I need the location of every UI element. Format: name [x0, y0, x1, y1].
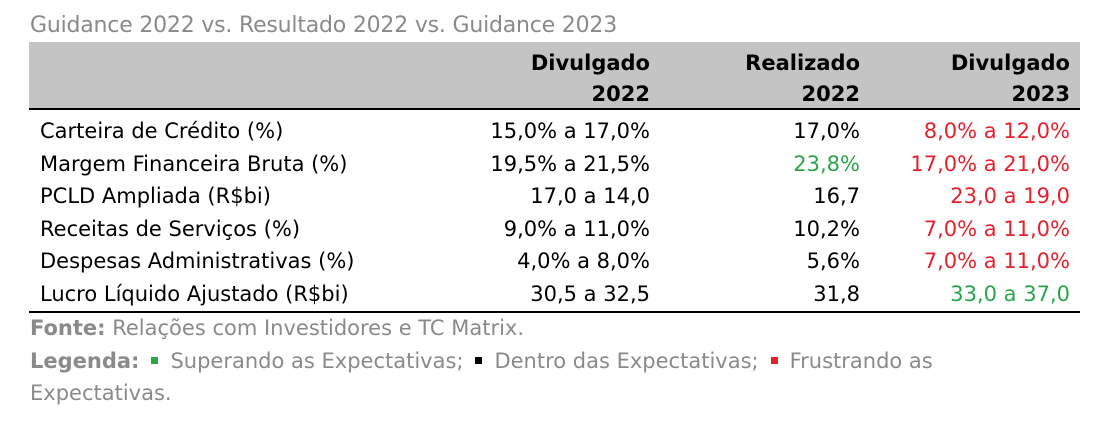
cell-divulgado-2022: 4,0% a 8,0%: [517, 249, 650, 273]
cell-divulgado-2023: 8,0% a 12,0%: [923, 119, 1070, 143]
row-label: Lucro Líquido Ajustado (R$bi): [40, 281, 349, 306]
row-label: Carteira de Crédito (%): [40, 119, 284, 143]
table-row: Margem Financeira Bruta (%) 19,5% a 21,5%…: [29, 147, 1080, 180]
source-note: Fonte: Relações com Investidores e TC Ma…: [30, 316, 524, 340]
header-divulgado-2022: Divulgado 2022: [531, 48, 650, 110]
table-row: Despesas Administrativas (%) 4,0% a 8,0% 5…: [29, 244, 1080, 277]
header-label: Divulgado: [530, 51, 650, 75]
cell-realizado-2022: 31,8: [813, 281, 860, 306]
cell-divulgado-2023: 33,0 a 37,0: [950, 281, 1070, 306]
table-row: Carteira de Crédito (%) 15,0% a 17,0% 17,0…: [29, 114, 1080, 147]
table-row: Lucro Líquido Ajustado (R$bi) 30,5 a 32,5…: [29, 277, 1080, 310]
header-divulgado-2023: Divulgado 2023: [951, 48, 1070, 110]
header-year: 2022: [591, 82, 650, 106]
header-label: Divulgado: [950, 51, 1070, 75]
red-square-icon: [770, 357, 778, 364]
header-realizado-2022: Realizado 2022: [745, 48, 860, 110]
table-header: Divulgado 2022 Realizado 2022 Divulgado …: [29, 42, 1080, 110]
cell-divulgado-2023: 17,0% a 21,0%: [910, 151, 1070, 176]
row-label: PCLD Ampliada (R$bi): [40, 184, 271, 208]
row-label: Margem Financeira Bruta (%): [40, 151, 348, 176]
black-square-icon: [475, 357, 483, 364]
source-text: Relações com Investidores e TC Matrix.: [105, 316, 525, 340]
source-label: Fonte:: [30, 316, 106, 340]
legend-item: Dentro das Expectativas;: [494, 349, 759, 373]
legend: Legenda: Superando as Expectativas; Dentro…: [30, 349, 933, 373]
cell-divulgado-2022: 30,5 a 32,5: [530, 281, 650, 306]
cell-realizado-2022: 23,8%: [793, 151, 860, 176]
table-body: Carteira de Crédito (%) 15,0% a 17,0% 17,0…: [29, 110, 1080, 313]
cell-realizado-2022: 17,0%: [793, 119, 860, 143]
cell-divulgado-2023: 23,0 a 19,0: [950, 184, 1070, 208]
header-label: Realizado: [745, 51, 860, 75]
cell-divulgado-2022: 15,0% a 17,0%: [490, 119, 650, 143]
table-row: Receitas de Serviços (%) 9,0% a 11,0% 10,2…: [29, 212, 1080, 245]
legend-label: Legenda:: [30, 349, 140, 373]
cell-realizado-2022: 5,6%: [806, 249, 860, 273]
cell-divulgado-2022: 17,0 a 14,0: [530, 184, 650, 208]
guidance-table: Divulgado 2022 Realizado 2022 Divulgado …: [29, 42, 1080, 313]
header-year: 2022: [801, 82, 860, 106]
legend-item: Frustrando as: [789, 349, 933, 373]
cell-divulgado-2023: 7,0% a 11,0%: [923, 216, 1070, 241]
table-title: Guidance 2022 vs. Resultado 2022 vs. Gui…: [30, 13, 617, 38]
cell-realizado-2022: 10,2%: [793, 216, 860, 241]
table-row: PCLD Ampliada (R$bi) 17,0 a 14,0 16,7 23,0 …: [29, 179, 1080, 212]
cell-divulgado-2022: 19,5% a 21,5%: [490, 151, 650, 176]
header-year: 2023: [1011, 82, 1070, 106]
row-label: Receitas de Serviços (%): [40, 216, 301, 241]
green-square-icon: [151, 357, 159, 364]
legend-item: Superando as Expectativas;: [170, 349, 464, 373]
cell-divulgado-2022: 9,0% a 11,0%: [503, 216, 650, 241]
legend-tail: Expectativas.: [30, 381, 172, 405]
cell-realizado-2022: 16,7: [813, 184, 860, 208]
cell-divulgado-2023: 7,0% a 11,0%: [923, 249, 1070, 273]
row-label: Despesas Administrativas (%): [40, 249, 355, 273]
